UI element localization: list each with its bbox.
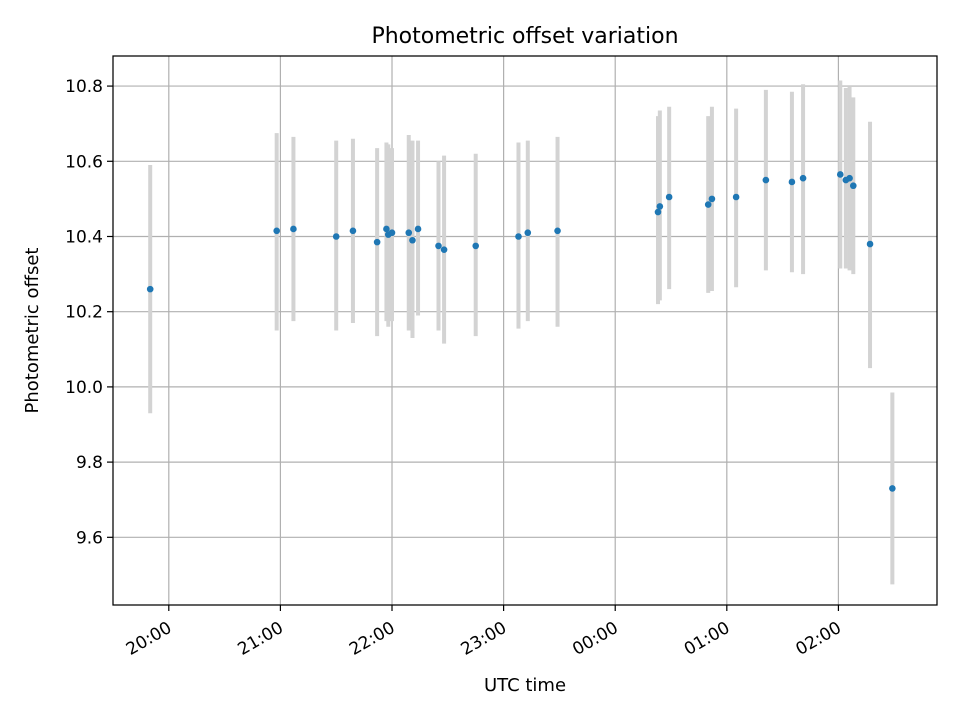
data-point [332, 233, 340, 240]
data-point [654, 208, 662, 216]
data-point [849, 182, 857, 190]
data-point [836, 171, 844, 178]
data-point [665, 193, 673, 201]
x-axis-label: UTC time [484, 675, 566, 696]
grid [113, 56, 937, 605]
y-tick-label: 10.8 [65, 77, 103, 97]
data-point [732, 193, 740, 201]
data-point [554, 227, 561, 235]
data-point [146, 285, 154, 293]
data-point [383, 225, 390, 233]
plot-frame [112, 55, 938, 606]
data-point [889, 485, 896, 492]
data-point [435, 242, 442, 250]
data-point [708, 195, 716, 203]
data-point [414, 225, 422, 233]
data-points [146, 171, 896, 492]
data-point [704, 201, 712, 208]
data-point [656, 203, 664, 210]
data-point [788, 178, 796, 186]
y-axis-ticks: 9.6 9.8 10.0 10.2 10.4 10.6 10.8 [65, 77, 113, 548]
data-point [440, 246, 448, 253]
data-point [273, 227, 280, 235]
y-tick-label: 9.8 [76, 453, 103, 473]
data-point [472, 242, 480, 250]
data-point [373, 238, 381, 246]
y-tick-label: 9.6 [76, 528, 103, 548]
y-tick-label: 10.0 [65, 378, 103, 398]
data-point [409, 236, 416, 244]
data-point [866, 240, 874, 248]
y-axis-label: Photometric offset [22, 248, 43, 414]
y-tick-label: 10.4 [65, 227, 103, 247]
data-point [846, 174, 853, 182]
y-tick-label: 10.6 [65, 152, 103, 172]
y-tick-label: 10.2 [65, 303, 103, 323]
data-point [290, 225, 297, 233]
data-point [524, 229, 532, 237]
data-point [799, 174, 807, 182]
chart-title: Photometric offset variation [371, 24, 678, 49]
data-point [349, 227, 357, 235]
data-point [388, 229, 396, 237]
data-point [762, 176, 770, 184]
data-point [405, 229, 413, 237]
data-point [515, 233, 522, 240]
